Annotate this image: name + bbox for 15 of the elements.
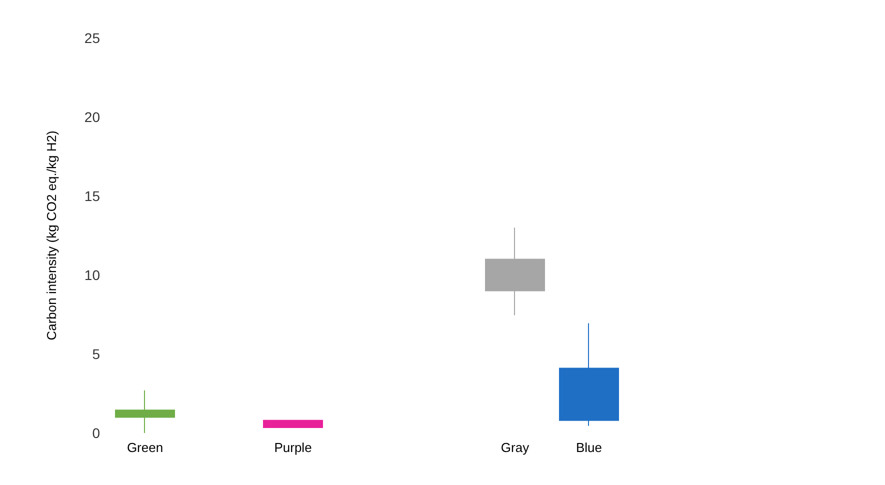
- y-axis-title: Carbon intensity (kg CO2 eq./kg H2): [44, 130, 59, 340]
- y-tick-label: 0: [92, 425, 100, 441]
- x-tick-label: Blue: [576, 440, 602, 455]
- y-tick-label: 10: [84, 267, 100, 283]
- y-tick-label: 5: [92, 346, 100, 362]
- candlestick: [485, 227, 545, 316]
- candlestick: [263, 420, 323, 428]
- candlestick: [115, 390, 175, 434]
- y-tick-label: 20: [84, 109, 100, 125]
- y-tick-label: 15: [84, 188, 100, 204]
- candlestick: [559, 322, 619, 426]
- x-tick-label: Gray: [500, 440, 530, 455]
- y-tick-label: 25: [84, 30, 100, 46]
- x-tick-label: Purple: [274, 440, 312, 455]
- x-tick-label: Green: [126, 440, 164, 455]
